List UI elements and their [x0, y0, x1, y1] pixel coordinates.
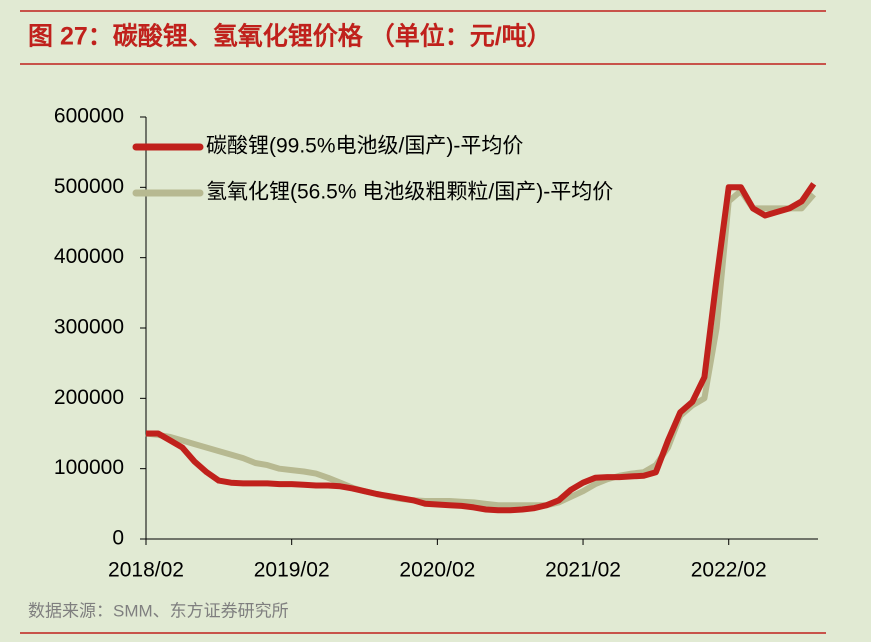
y-tick-label: 0: [112, 527, 124, 550]
x-tick-label: 2022/02: [691, 559, 767, 582]
chart-title: 图 27：碳酸锂、氢氧化锂价格 （单位：元/吨）: [28, 22, 552, 51]
x-tick-label: 2021/02: [545, 559, 621, 582]
legend-label: 碳酸锂(99.5%电池级/国产)-平均价: [206, 135, 523, 158]
source-note: 数据来源：SMM、东方证券研究所: [28, 601, 289, 620]
x-tick-label: 2020/02: [399, 559, 475, 582]
y-tick-label: 400000: [54, 245, 124, 268]
y-tick-label: 600000: [54, 105, 124, 128]
y-tick-label: 200000: [54, 386, 124, 409]
x-tick-label: 2019/02: [254, 559, 330, 582]
y-tick-label: 300000: [54, 316, 124, 339]
legend-label: 氢氧化锂(56.5% 电池级粗颗粒/国产)-平均价: [206, 181, 613, 204]
y-tick-label: 500000: [54, 175, 124, 198]
y-tick-label: 100000: [54, 456, 124, 479]
series-line: [146, 182, 817, 514]
x-tick-label: 2018/02: [108, 559, 184, 582]
series-line: [145, 187, 816, 509]
